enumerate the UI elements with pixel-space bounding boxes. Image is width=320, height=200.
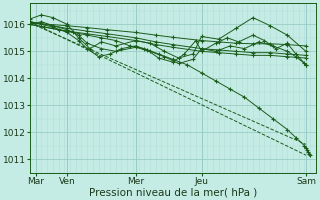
X-axis label: Pression niveau de la mer( hPa ): Pression niveau de la mer( hPa ) bbox=[89, 187, 257, 197]
